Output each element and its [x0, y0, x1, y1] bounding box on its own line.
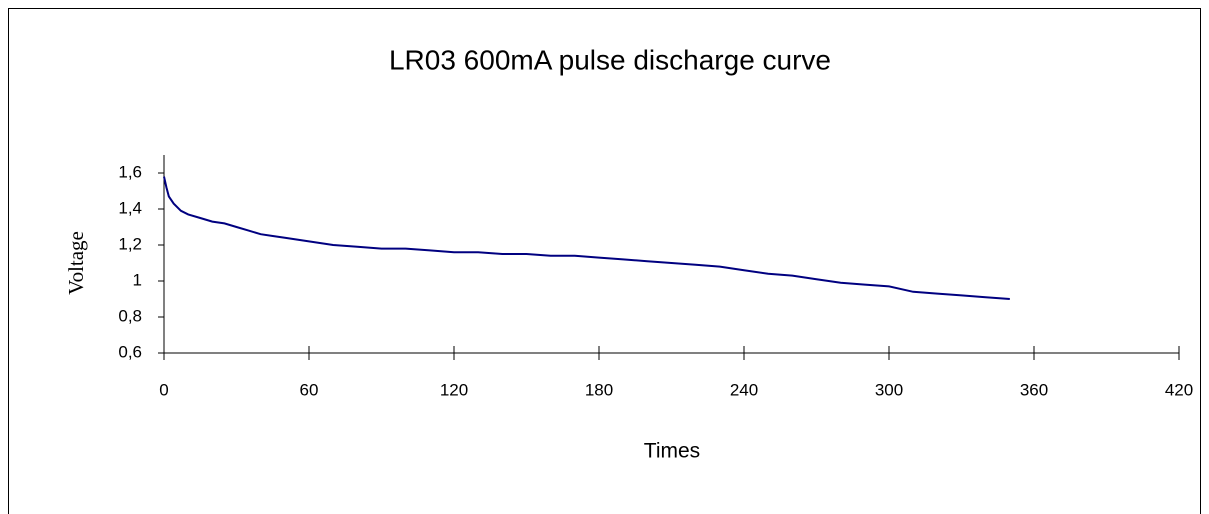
- y-tick-label: 0,8: [118, 306, 142, 325]
- data-line: [163, 176, 1010, 300]
- y-tick-label: 1,2: [118, 234, 142, 253]
- x-tick-label: 60: [300, 380, 319, 399]
- y-tick-label: 1: [133, 270, 142, 289]
- x-tick-label: 420: [1165, 380, 1193, 399]
- x-tick-label: 0: [159, 380, 168, 399]
- x-tick-label: 180: [585, 380, 613, 399]
- y-tick-label: 1,6: [118, 162, 142, 181]
- chart-frame: [8, 8, 1201, 514]
- y-axis-label: Voltage: [64, 231, 88, 295]
- chart-title: LR03 600mA pulse discharge curve: [389, 44, 831, 75]
- x-tick-label: 120: [440, 380, 468, 399]
- x-axis-label: Times: [644, 440, 700, 463]
- y-tick-label: 1,4: [118, 198, 142, 217]
- x-tick-label: 360: [1020, 380, 1048, 399]
- x-tick-label: 240: [730, 380, 758, 399]
- y-tick-label: 0,6: [118, 342, 142, 361]
- x-tick-label: 300: [875, 380, 903, 399]
